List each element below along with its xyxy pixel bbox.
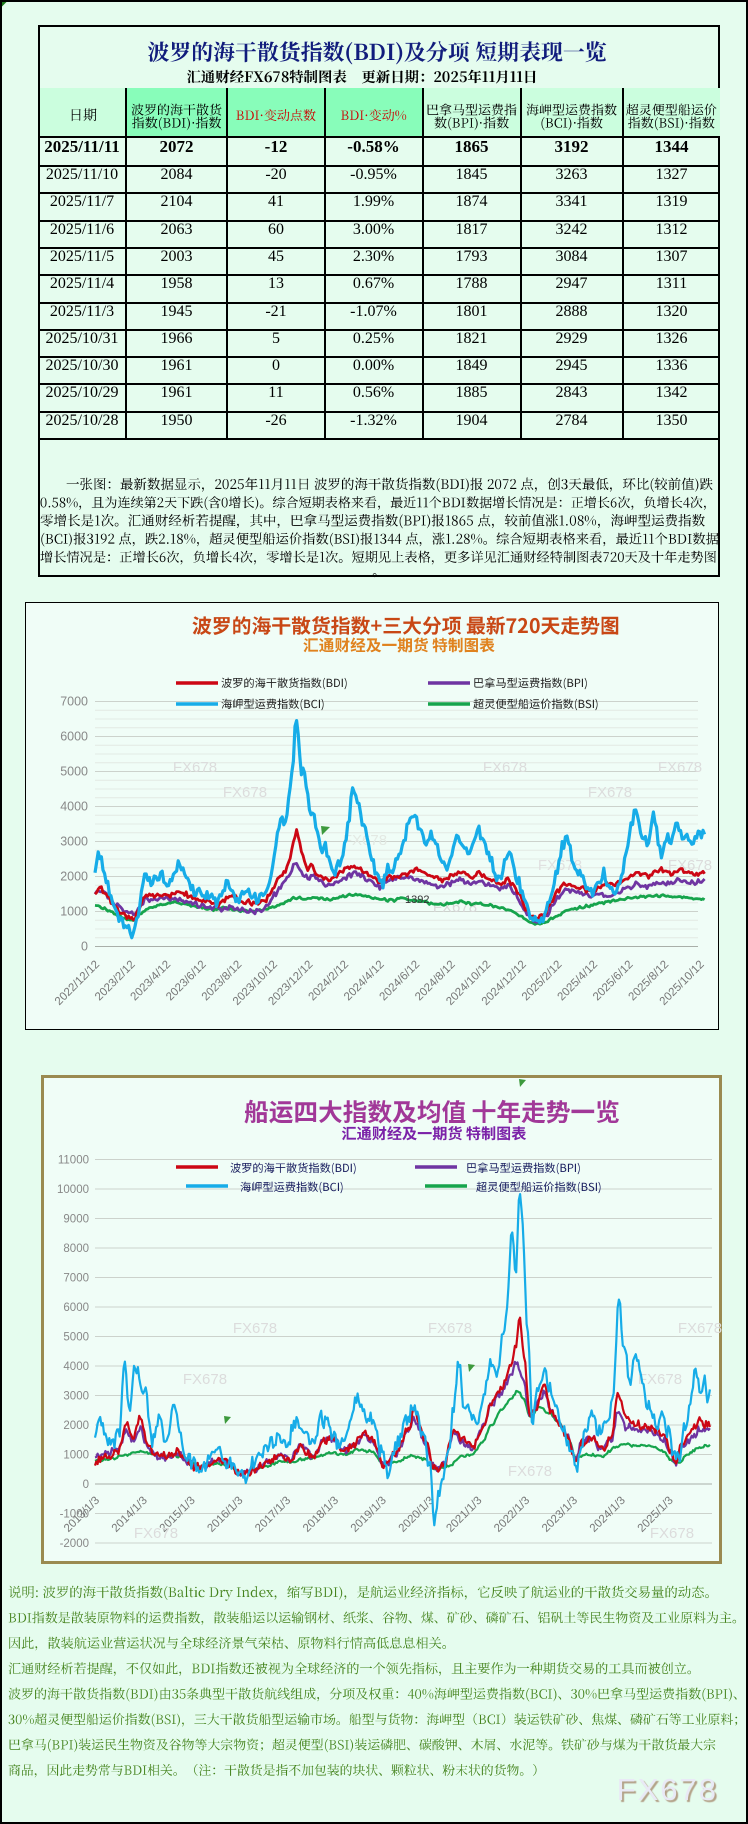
svg-text:0: 0 (81, 940, 88, 954)
svg-text:2000: 2000 (60, 870, 88, 884)
svg-text:2018/1/3: 2018/1/3 (301, 1495, 341, 1535)
svg-text:FX678: FX678 (638, 1371, 682, 1388)
svg-text:FX678: FX678 (588, 784, 632, 801)
svg-text:4000: 4000 (63, 1361, 89, 1373)
svg-text:2021/1/3: 2021/1/3 (444, 1495, 484, 1535)
svg-text:FX678: FX678 (134, 1525, 178, 1542)
svg-text:-2000: -2000 (60, 1538, 89, 1550)
svg-text:7000: 7000 (63, 1273, 89, 1285)
svg-text:3000: 3000 (63, 1391, 89, 1403)
svg-text:5000: 5000 (60, 765, 88, 779)
svg-text:2024/1/3: 2024/1/3 (588, 1495, 628, 1535)
svg-text:2000: 2000 (63, 1420, 89, 1432)
svg-text:FX678: FX678 (223, 784, 267, 801)
svg-text:2023/1/3: 2023/1/3 (540, 1495, 580, 1535)
svg-text:4000: 4000 (60, 800, 88, 814)
svg-text:8000: 8000 (63, 1243, 89, 1255)
svg-text:10000: 10000 (57, 1184, 89, 1196)
svg-text:9000: 9000 (63, 1214, 89, 1226)
svg-text:FX678: FX678 (343, 832, 387, 849)
svg-text:FX678: FX678 (678, 1320, 722, 1337)
svg-text:-1000: -1000 (60, 1509, 89, 1521)
svg-text:FX678: FX678 (483, 759, 527, 776)
svg-text:2019/1/3: 2019/1/3 (349, 1495, 389, 1535)
svg-text:1000: 1000 (60, 905, 88, 919)
svg-text:2022/1/3: 2022/1/3 (492, 1495, 532, 1535)
svg-text:2017/1/3: 2017/1/3 (253, 1495, 293, 1535)
svg-text:2020/1/3: 2020/1/3 (397, 1495, 437, 1535)
svg-text:11000: 11000 (58, 1155, 89, 1167)
svg-text:FX678: FX678 (173, 759, 217, 776)
svg-text:FX678: FX678 (650, 1525, 694, 1542)
svg-text:1000: 1000 (63, 1450, 89, 1462)
svg-text:FX678: FX678 (183, 1371, 227, 1388)
svg-text:5000: 5000 (63, 1332, 89, 1344)
svg-text:FX678: FX678 (428, 1320, 472, 1337)
svg-text:2016/1/3: 2016/1/3 (205, 1495, 245, 1535)
svg-text:FX678: FX678 (658, 759, 702, 776)
svg-text:7000: 7000 (60, 695, 88, 709)
svg-text:3000: 3000 (60, 835, 88, 849)
svg-text:6000: 6000 (63, 1302, 89, 1314)
svg-text:2022/12/12: 2022/12/12 (53, 959, 102, 1008)
svg-text:FX678: FX678 (508, 1463, 552, 1480)
svg-text:6000: 6000 (60, 730, 88, 744)
svg-text:1392: 1392 (405, 894, 429, 906)
svg-text:0: 0 (83, 1479, 89, 1491)
svg-text:FX678: FX678 (233, 1320, 277, 1337)
